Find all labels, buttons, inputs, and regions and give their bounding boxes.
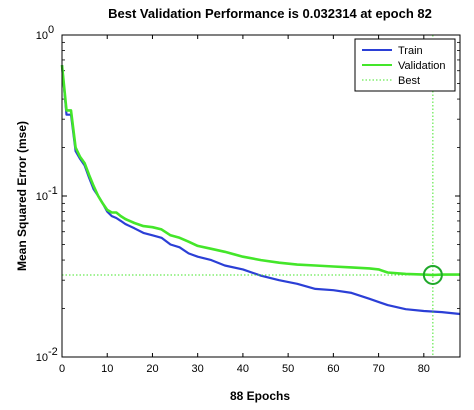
- chart-title: Best Validation Performance is 0.032314 …: [108, 6, 432, 21]
- legend-label: Best: [398, 75, 420, 87]
- x-tick-label: 60: [327, 363, 339, 375]
- legend-label: Validation: [398, 60, 446, 72]
- series-line-validation: [60, 64, 460, 277]
- y-axis-label: Mean Squared Error (mse): [15, 121, 29, 271]
- x-tick-label: 10: [101, 363, 113, 375]
- y-tick-exponent: 0: [48, 24, 54, 36]
- x-tick-label: 40: [237, 363, 249, 375]
- y-tick-exponent: -1: [48, 185, 58, 197]
- x-tick-label: 30: [192, 363, 204, 375]
- plot-frame: [61, 34, 461, 358]
- y-tick-label: 10: [36, 191, 48, 203]
- series-layer: [60, 64, 461, 316]
- y-tick-label: 10: [36, 30, 48, 42]
- x-tick-label: 80: [418, 363, 430, 375]
- best-point-circle: [422, 264, 443, 285]
- x-axis-label: 88 Epochs: [230, 389, 290, 403]
- y-tick-exponent: -2: [48, 346, 58, 358]
- x-tick-label: 0: [59, 363, 65, 375]
- x-tick-label: 50: [282, 363, 294, 375]
- legend-label: Train: [398, 45, 423, 57]
- x-tick-label: 20: [146, 363, 158, 375]
- chart-legend: Train Validation Best: [354, 38, 456, 92]
- x-tick-label: 70: [372, 363, 384, 375]
- y-tick-label: 10: [36, 352, 48, 364]
